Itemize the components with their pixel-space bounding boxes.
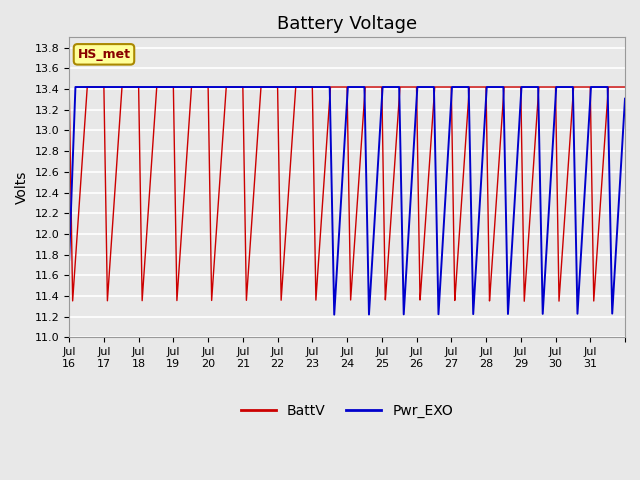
Pwr_EXO bbox=[621, 96, 629, 102]
Pwr_EXO bbox=[527, 84, 535, 90]
Pwr_EXO bbox=[330, 312, 338, 317]
BattV bbox=[397, 84, 405, 90]
Title: Battery Voltage: Battery Voltage bbox=[277, 15, 417, 33]
Y-axis label: Volts: Volts bbox=[15, 171, 29, 204]
BattV bbox=[65, 84, 73, 90]
Text: HS_met: HS_met bbox=[77, 48, 131, 61]
Pwr_EXO bbox=[398, 209, 406, 215]
Line: Pwr_EXO: Pwr_EXO bbox=[69, 87, 625, 314]
BattV bbox=[368, 84, 376, 90]
Pwr_EXO bbox=[500, 101, 508, 107]
BattV bbox=[500, 93, 508, 99]
Pwr_EXO bbox=[368, 263, 376, 269]
Legend: BattV, Pwr_EXO: BattV, Pwr_EXO bbox=[236, 398, 459, 424]
Pwr_EXO bbox=[541, 266, 549, 272]
BattV bbox=[520, 299, 528, 304]
Pwr_EXO bbox=[72, 84, 79, 90]
BattV bbox=[621, 84, 629, 90]
BattV bbox=[527, 201, 535, 207]
Pwr_EXO bbox=[180, 84, 188, 90]
Pwr_EXO bbox=[65, 257, 73, 263]
Line: BattV: BattV bbox=[69, 87, 625, 301]
BattV bbox=[180, 188, 188, 193]
BattV bbox=[541, 84, 549, 90]
